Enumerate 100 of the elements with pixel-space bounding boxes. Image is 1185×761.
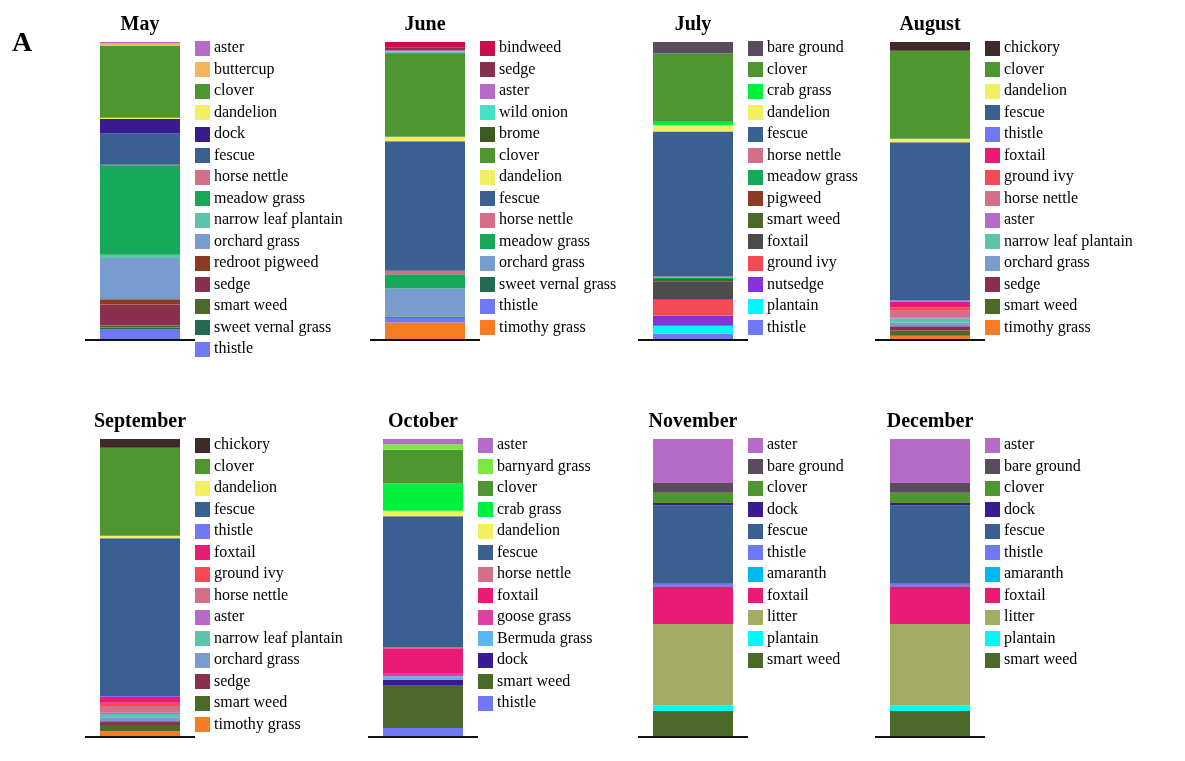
legend-label: aster — [767, 435, 798, 452]
chart-title: August — [898, 11, 962, 37]
legend-label: clover — [499, 145, 539, 163]
legend-label: smart weed — [497, 671, 571, 689]
legend-label: clover — [1004, 478, 1044, 495]
legend-label: fescue — [1004, 521, 1045, 538]
legend-label: thistle — [767, 542, 807, 560]
legend-label: plantain — [767, 296, 819, 313]
legend-label: meadow grass — [767, 167, 859, 184]
legend-label: ground ivy — [1004, 167, 1074, 184]
legend-label: dock — [497, 650, 529, 667]
legend-label: sweet vernal grass — [214, 317, 332, 335]
legend-label: nutsedge — [767, 274, 824, 292]
legend-label: clover — [767, 478, 807, 495]
legend-label: orchard grass — [1004, 253, 1090, 270]
legend-label: plantain — [767, 628, 819, 646]
legend-label: timothy grass — [499, 317, 586, 335]
legend-label: clover — [497, 478, 537, 495]
legend-label: buttercup — [214, 59, 275, 77]
legend-label: timothy grass — [214, 714, 301, 732]
legend-label: pigweed — [767, 188, 822, 206]
legend-label: dock — [214, 124, 246, 141]
chart-title: September — [92, 408, 188, 434]
chart-title: October — [387, 408, 459, 433]
chart-title: December — [885, 408, 975, 433]
legend-label: horse nettle — [767, 145, 842, 163]
legend-label: barnyard grass — [497, 456, 591, 474]
legend-label: brome — [499, 124, 540, 141]
legend-label: thistle — [767, 317, 807, 335]
legend-label: aster — [1004, 210, 1035, 227]
legend-label: horse nettle — [499, 210, 574, 227]
legend-label: horse nettle — [497, 564, 572, 581]
legend-label: dandelion — [767, 102, 831, 120]
legend-label: thistle — [499, 296, 539, 313]
legend-label: aster — [497, 435, 528, 452]
legend-label: horse nettle — [1004, 188, 1079, 206]
legend-label: sedge — [214, 671, 251, 689]
legend-label: aster — [214, 607, 245, 624]
legend-label: orchard grass — [499, 253, 585, 270]
legend-label: amaranth — [1004, 564, 1064, 581]
legend-label: dandelion — [1004, 81, 1068, 98]
legend-label: fescue — [214, 145, 255, 163]
legend-label: horse nettle — [214, 585, 289, 603]
chart-title: June — [403, 11, 447, 36]
legend-label: redroot pigweed — [214, 253, 319, 270]
legend-label: foxtail — [1004, 145, 1046, 163]
legend-label: orchard grass — [214, 650, 300, 667]
legend-label: dock — [1004, 499, 1036, 517]
legend-label: foxtail — [1004, 585, 1046, 603]
legend-label: fescue — [767, 124, 808, 141]
legend-label: crab grass — [497, 499, 562, 517]
legend-label: dandelion — [214, 102, 278, 120]
legend-label: thistle — [497, 693, 537, 710]
legend-label: narrow leaf plantain — [1004, 231, 1133, 249]
legend-label: narrow leaf plantain — [214, 628, 343, 646]
legend-label: chickory — [214, 435, 270, 452]
legend-label: wild onion — [499, 102, 568, 120]
legend-label: ground ivy — [767, 253, 837, 270]
chart-title: July — [673, 11, 713, 37]
legend-label: fescue — [767, 521, 808, 538]
legend-label: clover — [214, 81, 254, 98]
legend-label: thistle — [1004, 124, 1044, 141]
legend-label: bare ground — [767, 456, 844, 474]
legend-label: horse nettle — [214, 167, 289, 184]
legend-label: amaranth — [767, 564, 827, 581]
legend-label: clover — [1004, 59, 1044, 77]
legend-label: smart weed — [1004, 650, 1078, 667]
legend-label: bare ground — [767, 38, 844, 55]
legend-label: smart weed — [214, 693, 288, 710]
legend-label: sweet vernal grass — [499, 274, 617, 292]
legend-label: goose grass — [497, 607, 572, 624]
legend-label: orchard grass — [214, 231, 300, 249]
legend-label: fescue — [1004, 102, 1045, 120]
legend-label: bare ground — [1004, 456, 1081, 474]
legend-label: fescue — [214, 499, 255, 517]
legend-label: ground ivy — [214, 564, 284, 581]
chart-title: May — [119, 11, 161, 37]
legend-label: sedge — [1004, 274, 1041, 292]
chart-title: November — [647, 408, 739, 433]
legend-label: litter — [767, 607, 798, 624]
legend-label: thistle — [214, 521, 254, 538]
legend-label: clover — [214, 456, 254, 474]
legend-label: smart weed — [1004, 296, 1078, 313]
legend-label: dandelion — [214, 478, 278, 495]
legend-label: narrow leaf plantain — [214, 210, 343, 227]
legend-label: litter — [1004, 607, 1035, 624]
legend-label: dock — [767, 499, 799, 517]
text: A — [12, 26, 33, 58]
legend-label: plantain — [1004, 628, 1056, 646]
legend-label: fescue — [499, 188, 540, 206]
legend-label: fescue — [497, 542, 538, 560]
legend-label: dandelion — [499, 167, 563, 184]
legend-label: smart weed — [767, 650, 841, 667]
legend-label: Bermuda grass — [497, 628, 593, 646]
legend-label: aster — [214, 38, 245, 55]
legend-label: thistle — [214, 339, 254, 356]
legend-label: sedge — [499, 59, 536, 77]
legend-label: crab grass — [767, 81, 832, 98]
legend-label: chickory — [1004, 38, 1060, 55]
legend-label: timothy grass — [1004, 317, 1091, 335]
